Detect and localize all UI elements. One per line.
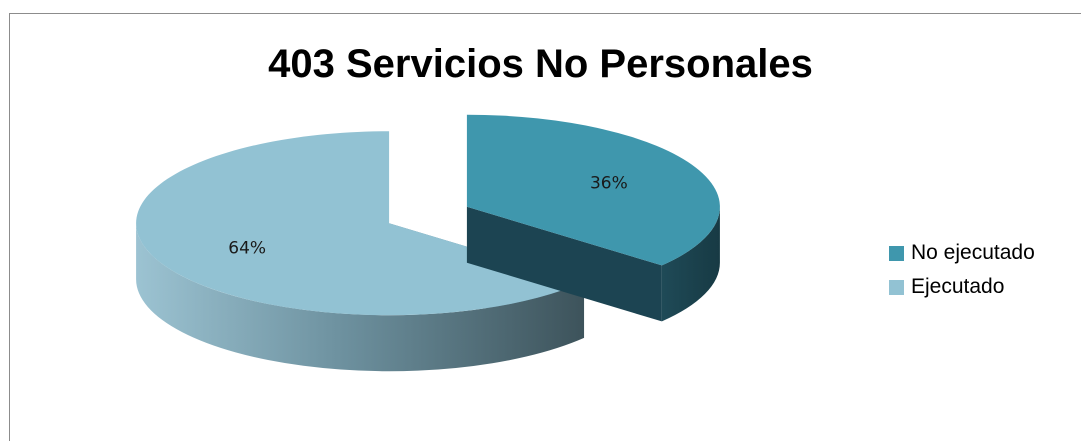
slice-ejecutado: [136, 131, 585, 372]
slice-top-ejecutado: [136, 131, 585, 316]
legend-label-ejecutado: Ejecutado: [911, 275, 1005, 298]
chart-title: 403 Servicios No Personales: [268, 42, 813, 86]
slice-side-ejecutado-0: [136, 223, 585, 372]
legend-item-no-ejecutado: No ejecutado: [889, 236, 1035, 270]
legend-swatch-no-ejecutado: [889, 245, 904, 261]
legend-swatch-ejecutado: [889, 279, 904, 295]
slice-no-ejecutado: [466, 114, 720, 322]
slice-top-no-ejecutado: [466, 114, 720, 266]
data-label-no-ejecutado: 36%: [590, 173, 628, 193]
data-label-ejecutado: 64%: [228, 239, 266, 259]
legend-label-no-ejecutado: No ejecutado: [911, 241, 1035, 264]
legend-item-ejecutado: Ejecutado: [889, 270, 1035, 304]
slice-side-no-ejecutado-0: [661, 206, 720, 322]
legend: No ejecutado Ejecutado: [889, 236, 1035, 304]
slice-wall-no-ejecutado-1: [466, 206, 662, 322]
